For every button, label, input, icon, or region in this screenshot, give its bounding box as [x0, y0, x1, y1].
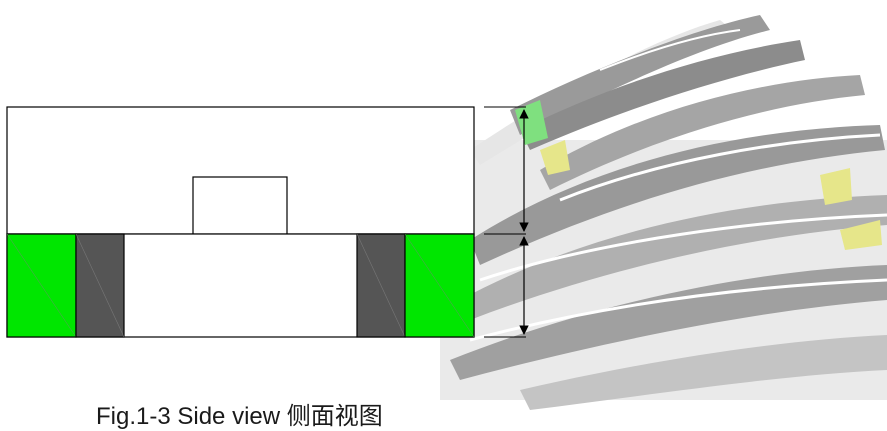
glitch-streak [520, 335, 887, 410]
glitch-streak [470, 125, 885, 265]
glitch-streak [599, 29, 741, 71]
right-dark-diagonal [356, 233, 406, 338]
glitch-streak [450, 265, 887, 380]
right-green-diagonal [404, 233, 475, 338]
figure-caption: Fig.1-3 Side view 侧面视图 [96, 403, 383, 430]
glitch-streak [540, 140, 570, 175]
glitch-streak [460, 195, 887, 320]
glitch-streak [559, 133, 881, 202]
glitch-streak [479, 213, 887, 282]
left-green-diagonal [6, 233, 77, 338]
top-boss [192, 176, 288, 235]
glitch-streak [540, 75, 865, 190]
glitch-streak [840, 220, 882, 250]
glitch-streak [469, 278, 887, 342]
glitch-streak [520, 40, 805, 150]
glitch-streak [820, 168, 852, 205]
left-dark-diagonal [75, 233, 125, 338]
glitch-streak-region [440, 15, 887, 410]
